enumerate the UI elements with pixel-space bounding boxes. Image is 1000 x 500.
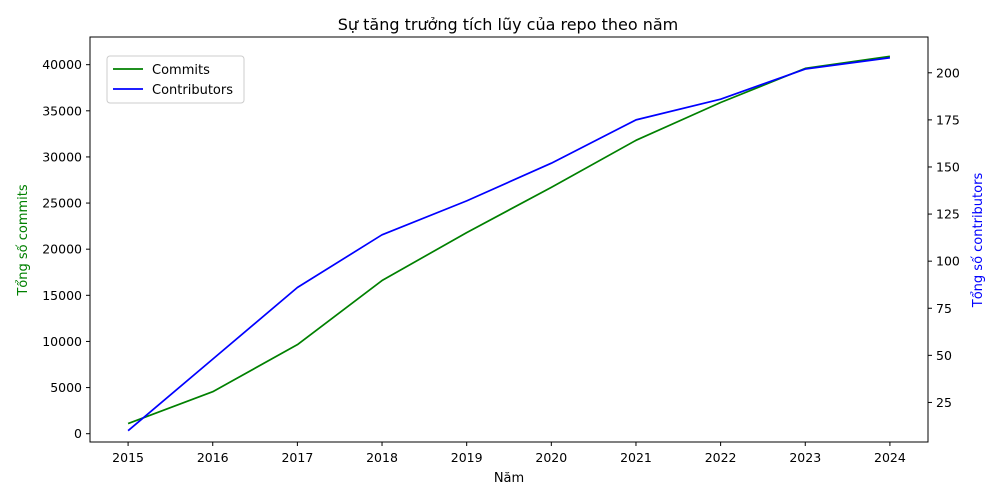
left-y-tick-label: 25000 <box>42 196 82 211</box>
left-y-tick-label: 30000 <box>42 149 82 164</box>
left-y-axis-ticks: 0 5000 10000 15000 20000 25000 30000 35000 40000 <box>42 57 90 441</box>
series-lines <box>127 55 891 432</box>
x-tick-label: 2020 <box>535 450 567 465</box>
legend-label-commits: Commits <box>152 63 210 78</box>
left-y-tick-label: 20000 <box>42 242 82 257</box>
right-y-tick-label: 150 <box>936 159 960 174</box>
x-tick-label: 2021 <box>620 450 652 465</box>
left-y-tick-label: 0 <box>74 426 82 441</box>
legend-label-contributors: Contributors <box>152 83 233 98</box>
legend: Commits Contributors <box>106 55 245 104</box>
right-y-tick-label: 75 <box>936 301 952 316</box>
right-y-axis-label: Tổng số contributors <box>971 173 986 309</box>
left-y-tick-label: 10000 <box>42 334 82 349</box>
right-y-tick-label: 25 <box>936 395 952 410</box>
series-line-commits <box>127 55 891 425</box>
left-y-tick-label: 35000 <box>42 103 82 118</box>
x-tick-label: 2016 <box>197 450 229 465</box>
right-y-tick-label: 125 <box>936 207 960 222</box>
x-tick-label: 2024 <box>874 450 906 465</box>
right-y-axis-ticks: 25 50 75 100 125 150 175 200 <box>928 65 960 410</box>
x-tick-label: 2018 <box>366 450 398 465</box>
right-y-tick-label: 100 <box>936 254 960 269</box>
series-line-contributors <box>127 56 891 432</box>
x-axis-ticks: 2015 2016 2017 2018 2019 2020 2021 2022 2023 2024 <box>112 442 906 465</box>
plot-area <box>89 36 929 443</box>
right-y-tick-label: 175 <box>936 112 960 127</box>
left-y-tick-label: 15000 <box>42 288 82 303</box>
x-tick-label: 2023 <box>789 450 821 465</box>
right-y-tick-label: 50 <box>936 348 952 363</box>
x-tick-label: 2015 <box>112 450 144 465</box>
left-y-tick-label: 40000 <box>42 57 82 72</box>
x-tick-label: 2022 <box>705 450 737 465</box>
x-tick-label: 2019 <box>451 450 483 465</box>
chart-title: Sự tăng trưởng tích lũy của repo theo nă… <box>338 15 678 34</box>
left-y-axis-label: Tổng số commits <box>16 184 31 297</box>
x-axis-label: Năm <box>494 471 524 486</box>
x-tick-label: 2017 <box>281 450 313 465</box>
left-y-tick-label: 5000 <box>50 380 82 395</box>
right-y-tick-label: 200 <box>936 65 960 80</box>
legend-box <box>106 55 245 104</box>
